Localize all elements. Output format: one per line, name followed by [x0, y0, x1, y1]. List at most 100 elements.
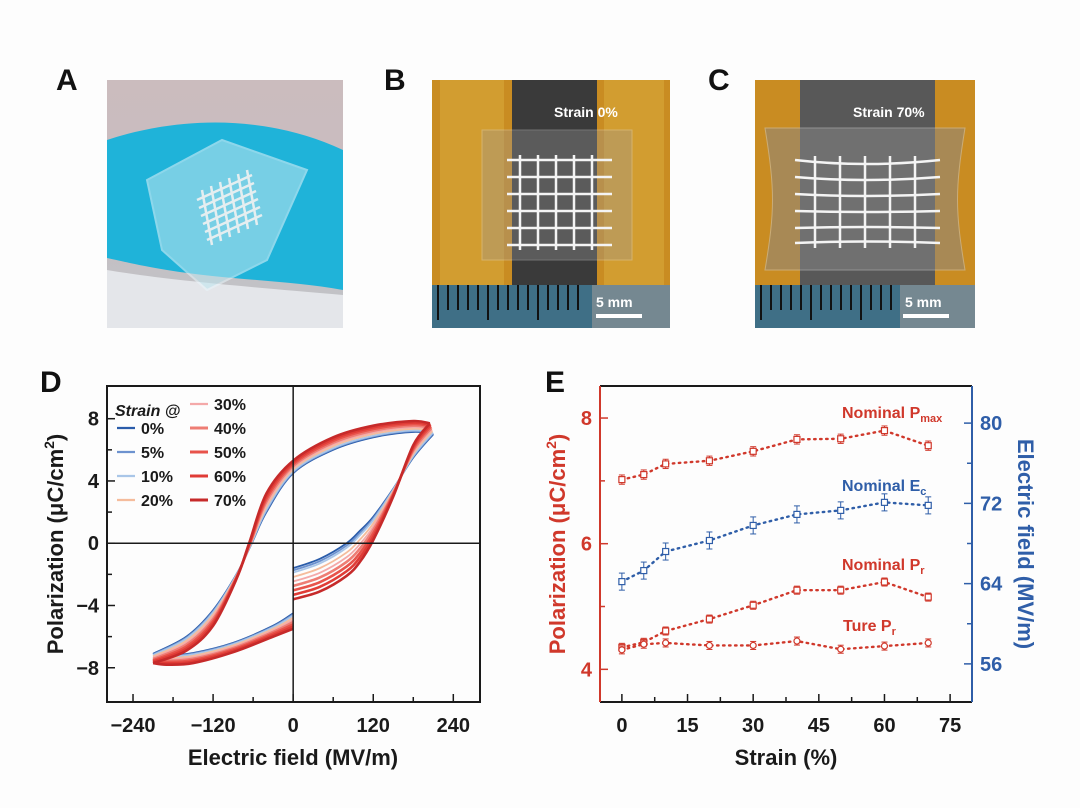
photo-device-on-curved-surface: [107, 80, 343, 328]
legend-label-60: 60%: [214, 469, 246, 486]
loop-ascending_pos-70: [292, 422, 431, 601]
data-point: [662, 460, 670, 468]
x-tick-label: 0: [616, 715, 627, 737]
data-point: [837, 645, 845, 653]
panel-label-a: A: [56, 64, 78, 97]
left-y-tick-label: 8: [581, 408, 592, 430]
strain-0-label: Strain 0%: [554, 104, 618, 120]
x-tick-label: 30: [742, 715, 764, 737]
legend-label-30: 30%: [214, 397, 246, 414]
data-point: [924, 442, 932, 450]
legend-label-40: 40%: [214, 421, 246, 438]
x-tick-label: 75: [939, 715, 961, 737]
series-3: [618, 636, 932, 655]
data-point: [793, 637, 801, 645]
data-point: [705, 641, 714, 650]
right-y-tick-label: 80: [980, 413, 1002, 435]
legend-title: Strain @: [115, 403, 180, 420]
data-point: [924, 501, 932, 509]
data-point: [640, 566, 648, 575]
x-axis-label-e: Strain (%): [735, 745, 838, 770]
data-point: [749, 521, 757, 530]
y-tick-label: 0: [88, 533, 99, 555]
series-2: [618, 577, 932, 652]
data-point: [662, 639, 670, 647]
y-tick-label: −8: [76, 658, 99, 680]
x-tick-label: 45: [808, 715, 830, 737]
series-0: [618, 425, 932, 485]
loop-series-70: [152, 419, 431, 666]
panel-label-d: D: [40, 366, 62, 399]
loop-ascending_neg-50: [152, 623, 294, 664]
legend-label-10: 10%: [141, 469, 173, 486]
left-y-tick-label: 4: [581, 659, 593, 681]
hysteresis-loops: [152, 419, 434, 666]
data-point: [880, 642, 889, 650]
data-point: [837, 506, 845, 514]
x-tick-label: −240: [110, 715, 155, 737]
panel-label-c: C: [708, 64, 730, 97]
legend-label-70: 70%: [214, 493, 246, 510]
loop-ascending_neg-70: [152, 627, 294, 666]
scale-bar-label: 5 mm: [905, 294, 942, 310]
data-point: [705, 615, 714, 623]
loop-descending-20: [152, 427, 433, 658]
right-y-tick-label: 56: [980, 654, 1002, 676]
hysteresis-chart: Electric field (MV/m) Polarization (μC/c…: [41, 385, 481, 770]
data-point: [793, 510, 801, 519]
series-line-0: [620, 429, 930, 481]
data-point: [880, 498, 889, 506]
y-axis-label-right-e: Electric field (MV/m): [1013, 439, 1038, 649]
data-point: [837, 435, 845, 443]
photo-strain-70: Strain 70% 5 mm: [755, 80, 975, 328]
x-tick-label: 15: [676, 715, 698, 737]
data-point: [640, 470, 648, 479]
data-point: [880, 578, 889, 586]
loop-ascending_neg-60: [152, 625, 294, 665]
y-axis-label-left-e: Polarization (μC/cm2): [543, 434, 570, 655]
data-point: [618, 578, 626, 586]
series-1: [618, 493, 932, 591]
y-tick-label: 4: [88, 471, 100, 493]
x-tick-label: 120: [357, 715, 390, 737]
data-point: [749, 447, 757, 455]
series-line-2: [620, 580, 930, 649]
data-point: [705, 457, 714, 465]
y-tick-label: −4: [76, 595, 100, 617]
panel-label-b: B: [384, 64, 406, 97]
data-point: [662, 547, 670, 556]
panel-label-e: E: [545, 366, 566, 399]
y-axis-label-d: Polarization (μC/cm2): [41, 434, 68, 655]
data-point: [618, 646, 626, 654]
right-y-tick-label: 72: [980, 493, 1002, 515]
data-point: [749, 601, 757, 609]
data-point: [880, 427, 889, 435]
data-point: [749, 641, 757, 650]
annotation-nominal-pr: Nominal Pr: [842, 557, 925, 577]
data-point: [662, 627, 670, 635]
data-point: [640, 640, 648, 648]
annotation-true-pr: Ture Pr: [843, 618, 897, 638]
loop-descending-70: [152, 419, 431, 665]
data-point: [705, 536, 714, 545]
x-tick-label: −120: [191, 715, 236, 737]
annotation-nominal-pmax: Nominal Pmax: [842, 405, 943, 425]
data-point: [924, 639, 932, 647]
legend-label-5: 5%: [141, 445, 164, 462]
photo-strain-0: Strain 0% 5 mm: [432, 80, 670, 328]
x-tick-label: 60: [873, 715, 895, 737]
x-tick-label: 240: [437, 715, 470, 737]
data-point: [793, 586, 801, 594]
x-axis-label-d: Electric field (MV/m): [188, 745, 398, 770]
right-y-tick-label: 64: [980, 574, 1003, 596]
legend-label-0: 0%: [141, 421, 164, 438]
loop-descending-10: [152, 429, 433, 656]
y-tick-label: 8: [88, 409, 99, 431]
scale-bar-label: 5 mm: [596, 294, 633, 310]
data-point: [837, 586, 845, 594]
annotation-nominal-ec: Nominal Ec: [842, 478, 926, 498]
data-point: [924, 593, 932, 601]
legend-label-20: 20%: [141, 493, 173, 510]
